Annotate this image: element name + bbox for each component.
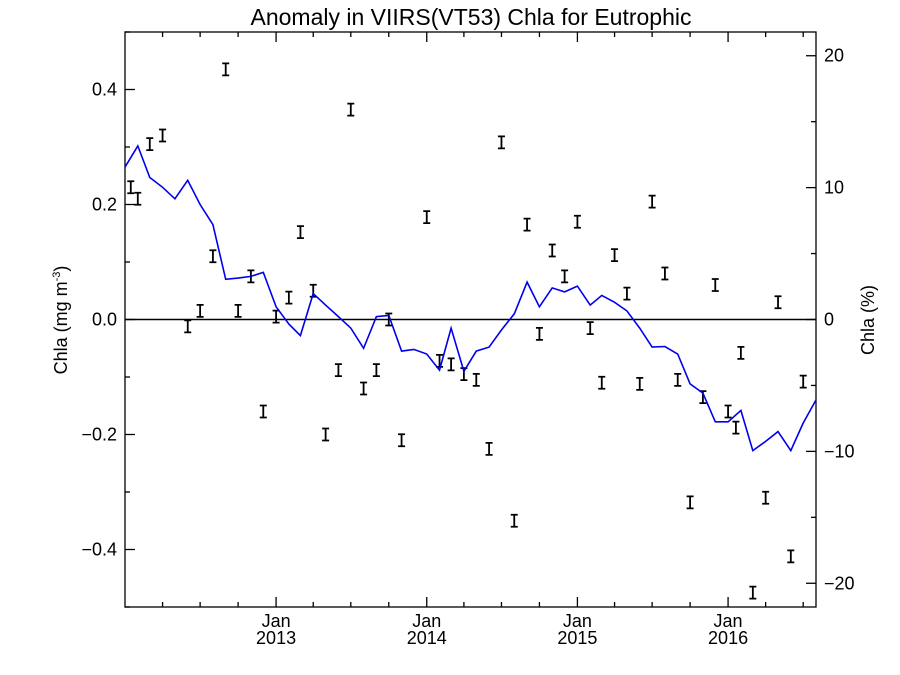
error-bar-point xyxy=(774,295,782,310)
error-bar-point xyxy=(648,194,656,209)
error-bar-point xyxy=(711,278,719,292)
right-y-axis-label: Chla (%) xyxy=(858,285,878,355)
error-bar-point xyxy=(360,381,368,396)
error-bar-point xyxy=(799,374,807,389)
x-tick-year-label: 2016 xyxy=(708,628,748,648)
x-tick-month-label: Jan xyxy=(262,611,291,631)
error-bar-point xyxy=(611,248,619,262)
error-bar-point xyxy=(447,357,455,372)
left-y-axis-label-close: ) xyxy=(51,266,71,272)
x-tick-year-label: 2014 xyxy=(407,628,447,648)
error-bar-point xyxy=(636,377,644,391)
error-bar-point xyxy=(737,345,745,360)
x-tick-month-label: Jan xyxy=(412,611,441,631)
error-bar-point xyxy=(523,217,531,232)
x-tick-year-label: 2013 xyxy=(256,628,296,648)
error-bar-point xyxy=(586,321,594,336)
left-y-axis: 0.4 0.2 0.0 −0.2 −0.4 xyxy=(81,31,135,608)
error-bar-point xyxy=(674,372,682,387)
error-bar-point xyxy=(497,135,505,150)
error-bar-point xyxy=(222,62,230,77)
left-y-tick-label: −0.4 xyxy=(81,540,117,560)
error-bar-point xyxy=(787,549,795,564)
error-bar-point xyxy=(598,375,606,390)
error-bar-point xyxy=(209,249,217,264)
error-bar-point xyxy=(561,269,569,284)
x-tick-year-label: 2015 xyxy=(557,628,597,648)
left-y-tick-label: 0.0 xyxy=(92,310,117,330)
left-y-tick-label: 0.2 xyxy=(92,195,117,215)
error-bar-point xyxy=(686,495,694,510)
error-bar-point xyxy=(548,243,556,258)
error-bar-point xyxy=(661,266,669,281)
error-bar-point xyxy=(510,513,518,528)
right-y-tick-label: 10 xyxy=(824,178,844,198)
error-bar-point xyxy=(472,372,480,387)
plot-area xyxy=(124,31,817,608)
error-bar-point xyxy=(146,137,154,152)
left-y-axis-label: Chla (mg m-3) xyxy=(51,266,71,375)
error-bar-point xyxy=(762,490,770,505)
error-bar-point xyxy=(334,363,342,377)
error-bar-point xyxy=(398,433,406,448)
left-y-axis-label-main: Chla (mg m xyxy=(51,281,71,374)
error-bar-point xyxy=(724,404,732,419)
error-bar-point xyxy=(259,404,267,419)
error-bar-point xyxy=(535,326,543,341)
right-y-axis: 20 10 0 −10 −20 xyxy=(806,46,855,593)
error-bar-point xyxy=(285,290,293,305)
error-bar-point xyxy=(234,303,242,318)
error-bar-point xyxy=(732,420,740,435)
right-y-tick-label: 0 xyxy=(824,310,834,330)
error-bar-point xyxy=(423,210,431,225)
blue-anomaly-line xyxy=(124,144,817,453)
error-bar-series xyxy=(127,62,807,600)
error-bar-point xyxy=(196,303,204,318)
chart-title: Anomaly in VIIRS(VT53) Chla for Eutrophi… xyxy=(250,4,691,30)
x-tick-month-label: Jan xyxy=(563,611,592,631)
error-bar-point xyxy=(272,309,280,324)
error-bar-point xyxy=(623,286,631,301)
error-bar-point xyxy=(372,363,380,377)
error-bar-point xyxy=(322,427,330,442)
left-y-tick-label: 0.4 xyxy=(92,80,117,100)
error-bar-point xyxy=(134,191,142,206)
right-y-tick-label: −20 xyxy=(824,573,855,593)
error-bar-point xyxy=(485,441,493,456)
error-bar-point xyxy=(159,128,167,143)
right-y-tick-label: 20 xyxy=(824,46,844,66)
error-bar-point xyxy=(127,180,135,195)
right-y-tick-label: −10 xyxy=(824,441,855,461)
left-y-axis-label-superscript: -3 xyxy=(51,272,63,282)
left-y-tick-label: −0.2 xyxy=(81,425,117,445)
error-bar-point xyxy=(749,585,757,600)
error-bar-point xyxy=(347,102,355,117)
error-bar-point xyxy=(296,225,304,239)
error-bar-point xyxy=(573,214,581,229)
x-tick-month-label: Jan xyxy=(714,611,743,631)
error-bar-point xyxy=(184,319,192,334)
